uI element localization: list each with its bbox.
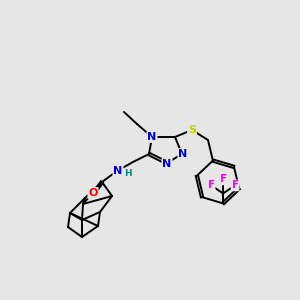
Text: N: N [162,159,172,169]
Text: S: S [188,125,196,135]
Text: N: N [147,132,157,142]
Text: F: F [208,180,215,190]
Text: N: N [113,166,123,176]
Text: F: F [220,174,227,184]
Text: O: O [88,188,98,198]
Text: H: H [124,169,132,178]
Text: F: F [232,180,239,190]
Text: N: N [178,149,188,159]
